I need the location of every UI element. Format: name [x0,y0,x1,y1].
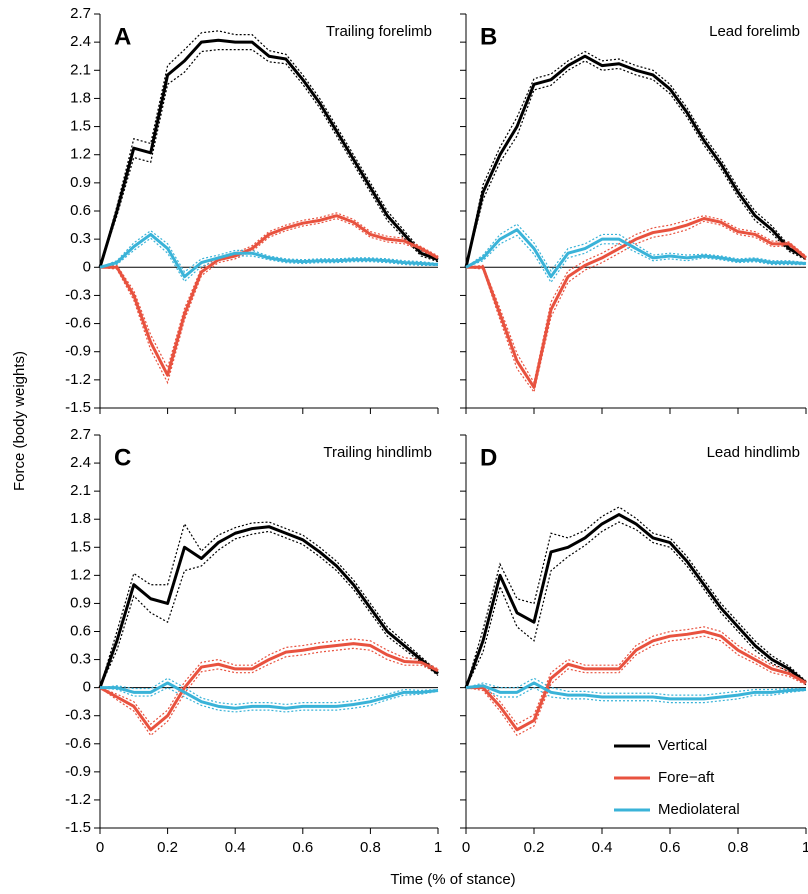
x-tick-label: 0.8 [360,839,381,856]
sd-lower [465,635,807,737]
series-line [465,681,807,701]
y-tick-label: 2.7 [70,426,91,443]
y-tick-label: 1.5 [70,538,91,555]
y-tick-label: 0.9 [70,174,91,191]
series-line [100,214,439,377]
x-tick-label: 0 [96,839,104,856]
sd-upper [465,215,807,385]
x-tick-label: 0.4 [225,839,246,856]
y-tick-label: -0.9 [65,343,91,360]
y-tick-label: -1.5 [65,819,91,836]
y-tick-label: 0.6 [70,202,91,219]
series-line [464,54,807,268]
panel-label: A [114,23,131,50]
panel-title: Lead forelimb [709,23,800,40]
x-axis-label: Time (% of stance) [390,871,515,888]
sd-lower [465,60,807,268]
series-line [465,228,807,279]
y-tick-label: 0.3 [70,230,91,247]
y-axis-label: Force (body weights) [11,351,28,491]
legend-label: Vertical [658,737,707,754]
panel-title: Trailing hindlimb [323,444,432,461]
sd-upper [99,521,439,688]
sd-lower [99,530,439,688]
legend-label: Mediolateral [658,801,740,818]
y-tick-label: -0.6 [65,735,91,752]
y-tick-label: 0.9 [70,594,91,611]
x-tick-label: 1 [434,839,442,856]
y-tick-label: 2.7 [70,5,91,22]
y-tick-label: 0 [83,679,91,696]
sd-lower [465,686,807,704]
y-tick-label: -0.3 [65,286,91,303]
x-tick-label: 0.6 [292,839,313,856]
x-tick-label: 0 [462,839,470,856]
sd-upper [99,677,439,706]
series-line [466,217,807,389]
sd-upper [465,223,807,273]
x-tick-label: 0.2 [524,839,545,856]
y-tick-label: -0.6 [65,315,91,332]
sd-upper [465,506,807,688]
y-tick-label: -0.3 [65,707,91,724]
y-tick-label: -1.5 [65,399,91,416]
y-tick-label: 1.8 [70,89,91,106]
x-tick-label: 0.6 [660,839,681,856]
series-line [98,38,439,268]
series-line [466,630,807,732]
y-tick-label: -0.9 [65,763,91,780]
panel-label: C [114,444,131,471]
y-tick-label: 1.5 [70,118,91,135]
x-tick-label: 0.2 [157,839,178,856]
x-tick-label: 0.4 [592,839,613,856]
y-tick-label: 1.2 [70,146,91,163]
sd-lower [465,234,806,284]
sd-lower [99,237,438,283]
x-tick-label: 0.8 [728,839,749,856]
legend-label: Fore−aft [658,769,715,786]
panel-title: Lead hindlimb [707,444,800,461]
sd-upper [99,638,439,725]
y-tick-label: -1.2 [65,791,91,808]
y-tick-label: 2.4 [70,454,91,471]
y-tick-label: 0.6 [70,622,91,639]
sd-lower [465,521,807,688]
sd-upper [465,50,807,268]
sd-lower [99,49,439,268]
sd-lower [99,217,439,385]
series-line [98,525,439,689]
sd-upper [465,677,806,696]
panel-label: B [480,23,497,50]
series-line [99,232,439,279]
y-tick-label: 0.3 [70,651,91,668]
y-tick-label: 2.4 [70,33,91,50]
series-line [464,513,807,689]
sd-lower [465,220,807,394]
series-line [99,642,439,732]
y-tick-label: 2.1 [70,482,91,499]
y-tick-label: 1.2 [70,566,91,583]
y-tick-label: 2.1 [70,61,91,78]
y-tick-label: 0 [83,258,91,275]
sd-upper [99,30,439,268]
sd-lower [99,686,439,713]
sd-upper [465,626,807,725]
y-tick-label: -1.2 [65,371,91,388]
sd-upper [99,229,439,273]
series-line [100,681,439,710]
panel-label: D [480,444,497,471]
y-tick-label: 1.8 [70,510,91,527]
x-tick-label: 1 [802,839,808,856]
panel-title: Trailing forelimb [326,23,432,40]
